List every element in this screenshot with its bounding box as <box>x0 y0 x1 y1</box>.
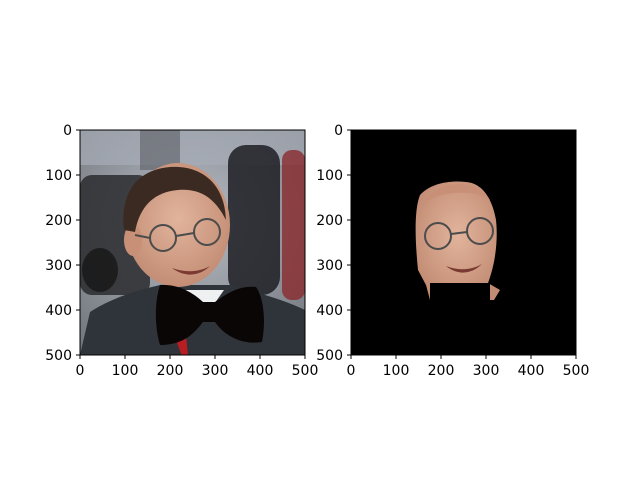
left-y-tick-label: 500 <box>45 348 72 364</box>
bowtie <box>155 284 264 345</box>
left-image <box>80 130 305 355</box>
masked-glasses-bridge <box>450 231 468 235</box>
right-y-tick-label: 500 <box>316 348 343 364</box>
left-x-tick-label: 0 <box>76 363 85 379</box>
right-x-tick-label: 200 <box>428 363 455 379</box>
masked-face <box>415 181 500 300</box>
masked-bowtie-cut <box>430 283 490 300</box>
glasses-right <box>193 218 221 246</box>
right-x-tick-label: 0 <box>347 363 356 379</box>
left-y-tick-label: 300 <box>45 258 72 274</box>
left-y-tick-label: 100 <box>45 168 72 184</box>
masked-glasses-left <box>424 222 452 250</box>
car-wheel <box>82 248 118 292</box>
red-coat-blur <box>282 150 305 300</box>
left-y-tick-label: 200 <box>45 213 72 229</box>
right-y-tick-label: 400 <box>316 303 343 319</box>
right-image <box>351 130 576 355</box>
left-x-tick-label: 400 <box>247 363 274 379</box>
left-x-tick-label: 200 <box>157 363 184 379</box>
masked-mouth <box>446 264 482 273</box>
left-y-tick-label: 0 <box>63 123 72 139</box>
mouth <box>172 266 210 275</box>
left-x-tick-label: 100 <box>112 363 139 379</box>
right-x-tick-label: 100 <box>383 363 410 379</box>
right-x-tick-label: 400 <box>518 363 545 379</box>
right-y-tick-label: 100 <box>316 168 343 184</box>
right-x-tick-label: 500 <box>563 363 590 379</box>
glasses-arm <box>134 234 151 239</box>
right-y-tick-label: 0 <box>334 123 343 139</box>
right-axes-frame <box>350 129 577 356</box>
masked-glasses-right <box>466 217 494 245</box>
right-y-tick-label: 300 <box>316 258 343 274</box>
right-y-tick-label: 200 <box>316 213 343 229</box>
right-x-tick-label: 300 <box>473 363 500 379</box>
masked-forehead-shade <box>420 183 490 208</box>
glasses-bridge <box>175 232 195 237</box>
pedestrian-blur <box>228 145 280 295</box>
left-axes-frame <box>79 129 306 356</box>
ear <box>124 224 142 256</box>
left-y-tick-label: 400 <box>45 303 72 319</box>
left-x-tick-label: 300 <box>202 363 229 379</box>
hair <box>123 166 226 232</box>
left-x-tick-label: 500 <box>292 363 319 379</box>
